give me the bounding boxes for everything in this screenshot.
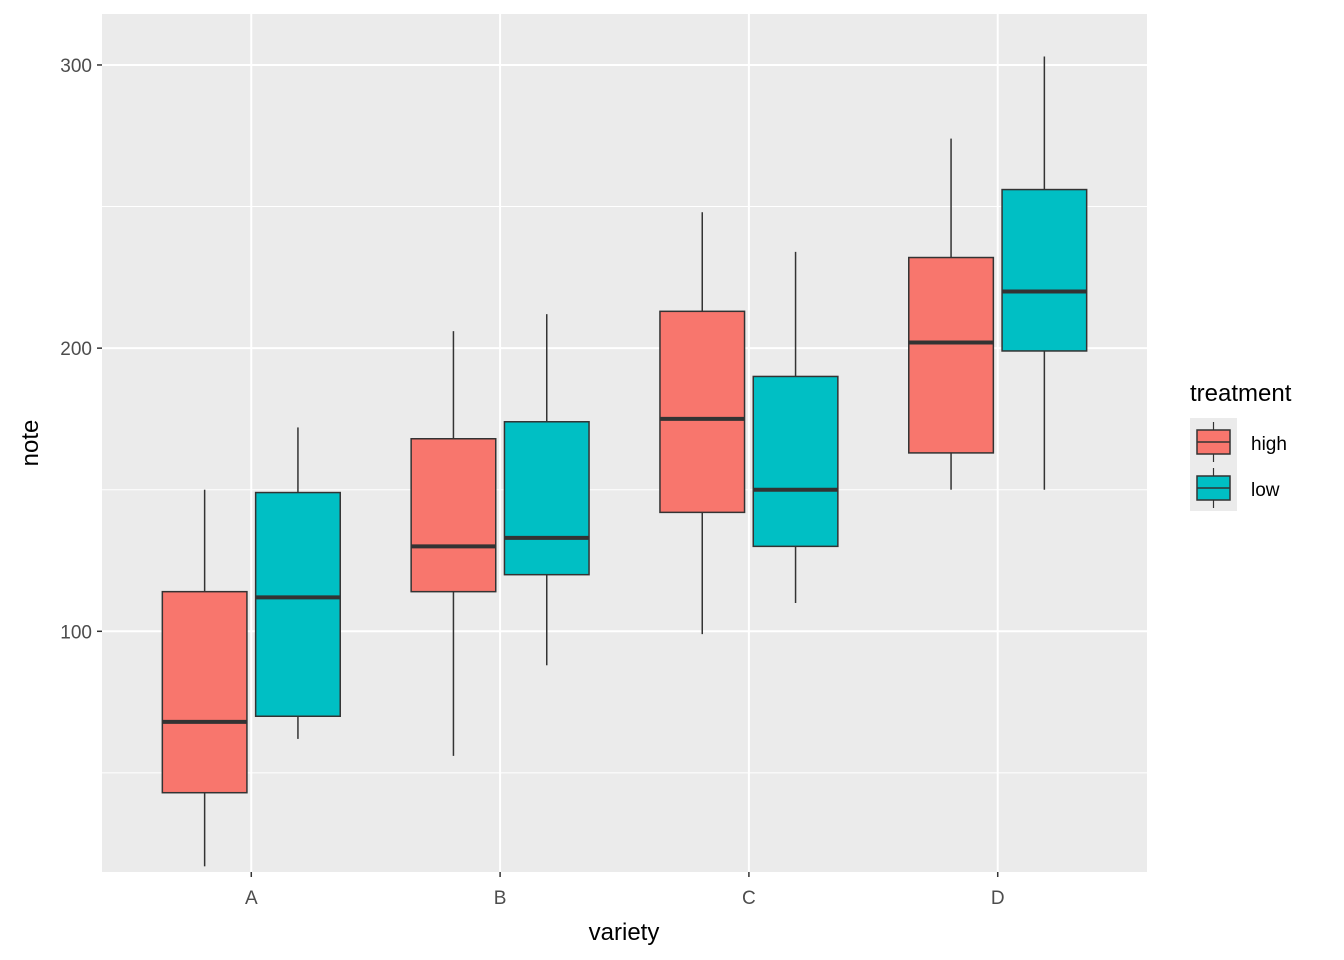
box-iqr [752,375,839,548]
legend-key-low [1196,468,1231,508]
box-C-high [659,212,746,635]
y-tick-label: 300 [60,56,92,77]
x-tick-label: A [245,888,258,909]
y-axis-title: note [17,420,44,467]
x-tick-label: D [991,888,1005,909]
y-axis: 100 200 300 [60,56,102,643]
legend-label-low: low [1251,480,1280,501]
x-tick-label: B [494,888,507,909]
box-iqr [659,310,746,514]
box-D-low [1001,56,1088,490]
y-tick-label: 200 [60,339,92,360]
grid-lines [102,14,1147,872]
box-iqr [908,256,995,454]
legend: treatment high low [1190,380,1292,511]
box-A-low [254,427,341,739]
box-A-high [161,489,248,867]
x-axis: A B C D [245,872,1005,909]
box-C-low [752,251,839,603]
box-iqr [161,590,248,794]
box-B-high [410,331,497,756]
box-D-high [908,138,995,490]
legend-label-high: high [1251,434,1287,455]
legend-key-high [1196,422,1231,462]
box-iqr [410,438,497,593]
box-iqr [1001,188,1088,352]
box-iqr [503,421,590,576]
x-tick-label: C [742,888,756,909]
x-axis-title: variety [589,919,660,946]
box-iqr [254,491,341,718]
box-B-low [503,314,590,666]
legend-title: treatment [1190,380,1292,407]
y-tick-label: 100 [60,622,92,643]
boxes [161,56,1088,867]
